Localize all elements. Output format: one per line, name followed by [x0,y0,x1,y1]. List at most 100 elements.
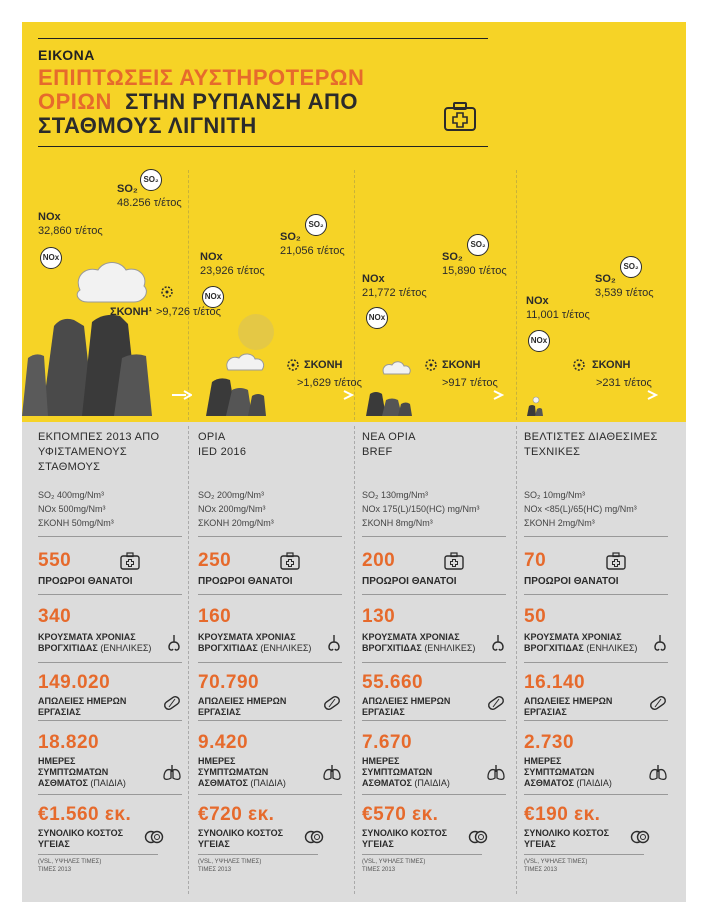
health-cost-value: €1.560 εκ. [38,804,132,825]
dust-label: ΣΚΟΝΗ [592,359,631,371]
column-divider [354,426,355,894]
column-divider [354,170,355,420]
dust-particles-icon [287,359,299,371]
medical-kit-icon [444,102,476,131]
power-plant-icon [22,262,152,416]
label-line: ΕΡΓΑΣΙΑΣ [38,707,81,717]
nox-molecule-icon: NOx [40,247,62,269]
label-qualifier: (ΠΑΙΔΙΑ) [414,778,450,788]
medical-kit-icon [606,552,626,575]
label-line: ΥΓΕΙΑΣ [198,839,230,849]
label-qualifier: (ΕΝΗΛΙΚΕΣ) [586,643,638,653]
premature-deaths-label: ΠΡΟΩΡΟΙ ΘΑΝΑΤΟΙ [38,576,133,587]
emission-limit: SO₂ 400mg/Nm³ [38,490,105,500]
bronchitis-cases-value: 340 [38,606,72,627]
label-line: ΑΠΩΛΕΙΕΣ ΗΜΕΡΩΝ [198,696,287,706]
workdays-lost-label: ΑΠΩΛΕΙΕΣ ΗΜΕΡΩΝ ΕΡΓΑΣΙΑΣ [524,696,612,718]
column-divider [188,170,189,420]
emission-limit: NOx 500mg/Nm³ [38,504,106,514]
section-rule [362,594,506,595]
dust-value: >231 τ/έτος [596,377,652,389]
label-line: ΣΥΜΠΤΩΜΑΤΩΝ [198,767,269,777]
asthma-days-value: 9.420 [198,732,249,753]
nox-label: NOx [362,273,385,285]
lungs-icon [486,764,506,787]
emission-limit: NOx 175(L)/150(HC) mg/Nm³ [362,504,480,514]
health-cost-value: €720 εκ. [198,804,275,825]
label-line: ΣΥΝΟΛΙΚΟ ΚΟΣΤΟΣ [524,828,609,838]
column-heading: ΝΕΑ ΟΡΙΑ BREF [362,430,416,460]
lungs-icon [322,764,342,787]
section-rule [38,854,158,855]
cost-footnote: (VSL, ΥΨΗΛΕΣ ΤΙΜΕΣ) ΤΙΜΕΣ 2013 [362,858,425,874]
so2-value: 3,539 τ/έτος [595,287,654,299]
label-line: ΒΡΟΓΧΙΤΙΔΑΣ [362,643,422,653]
label-qualifier: (ΠΑΙΔΙΑ) [250,778,286,788]
column-heading-line: IED 2016 [198,446,247,458]
emission-limit: NOx <85(L)/65(HC) mg/Nm³ [524,504,637,514]
premature-deaths-value: 200 [362,550,396,571]
label-line: ΣΥΝΟΛΙΚΟ ΚΟΣΤΟΣ [38,828,123,838]
label-line: ΕΡΓΑΣΙΑΣ [198,707,241,717]
label-line: ΗΜΕΡΕΣ [198,756,236,766]
health-cost-value: €190 εκ. [524,804,601,825]
section-rule [524,536,668,537]
emission-limit: NOx 200mg/Nm³ [198,504,266,514]
emission-limit: SO₂ 200mg/Nm³ [198,490,265,500]
bronchitis-cases-value: 50 [524,606,547,627]
bronchitis-cases-label: ΚΡΟΥΣΜΑΤΑ ΧΡΟΝΙΑΣ ΒΡΟΓΧΙΤΙΔΑΣ (ΕΝΗΛΙΚΕΣ) [38,632,151,654]
label-line: ΚΡΟΥΣΜΑΤΑ ΧΡΟΝΙΑΣ [38,632,136,642]
dust-particles-icon [425,359,437,371]
section-rule [198,720,342,721]
asthma-days-value: 2.730 [524,732,575,753]
pill-icon [648,694,668,717]
so2-emission: SO₂ 48.256 τ/έτος [117,182,182,210]
emission-limits: SO₂ 400mg/Nm³ NOx 500mg/Nm³ ΣΚΟΝΗ 50mg/Nm³ [38,488,114,530]
workdays-lost-value: 16.140 [524,672,586,693]
section-rule [524,794,668,795]
section-rule [524,720,668,721]
dust-value: >1,629 τ/έτος [297,377,362,389]
label-line: ΥΓΕΙΑΣ [524,839,556,849]
emission-limit: ΣΚΟΝΗ 20mg/Nm³ [198,518,274,528]
section-rule [524,594,668,595]
health-cost-value: €570 εκ. [362,804,439,825]
pill-icon [486,694,506,717]
section-rule [198,594,342,595]
label-line: ΥΓΕΙΑΣ [362,839,394,849]
label-line: ΣΥΝΟΛΙΚΟ ΚΟΣΤΟΣ [198,828,283,838]
coins-icon [144,828,164,851]
emission-limit: ΣΚΟΝΗ 50mg/Nm³ [38,518,114,528]
label-line: ΚΡΟΥΣΜΑΤΑ ΧΡΟΝΙΑΣ [198,632,296,642]
so2-molecule-icon: SO₂ [140,169,162,191]
nox-molecule-icon: NOx [528,330,550,352]
premature-deaths-value: 250 [198,550,232,571]
so2-molecule-icon: SO₂ [620,256,642,278]
column-divider [516,426,517,894]
bronchi-icon [166,634,182,657]
label-line: ΑΣΘΜΑΤΟΣ [38,778,88,788]
dust-particles-icon [161,286,173,298]
health-cost-label: ΣΥΝΟΛΙΚΟ ΚΟΣΤΟΣ ΥΓΕΙΑΣ [524,828,609,850]
label-line: ΚΡΟΥΣΜΑΤΑ ΧΡΟΝΙΑΣ [524,632,622,642]
bronchitis-cases-label: ΚΡΟΥΣΜΑΤΑ ΧΡΟΝΙΑΣ ΒΡΟΓΧΙΤΙΔΑΣ (ΕΝΗΛΙΚΕΣ) [524,632,637,654]
workdays-lost-label: ΑΠΩΛΕΙΕΣ ΗΜΕΡΩΝ ΕΡΓΑΣΙΑΣ [38,696,126,718]
section-rule [198,662,342,663]
nox-emission: NOx 21,772 τ/έτος [362,272,427,300]
label-line: ΚΡΟΥΣΜΑΤΑ ΧΡΟΝΙΑΣ [362,632,460,642]
asthma-days-label: ΗΜΕΡΕΣ ΣΥΜΠΤΩΜΑΤΩΝ ΑΣΘΜΑΤΟΣ (ΠΑΙΔΙΑ) [198,756,286,789]
power-plant-icon [366,361,412,416]
label-line: ΗΜΕΡΕΣ [38,756,76,766]
dust-particles-icon [573,359,585,371]
arrow-icon [172,390,192,400]
so2-label: SO₂ [595,273,616,285]
title-line-2-orange: ΟΡΙΩΝ [38,89,112,114]
label-line: ΣΥΝΟΛΙΚΟ ΚΟΣΤΟΣ [362,828,447,838]
emission-limit: SO₂ 10mg/Nm³ [524,490,586,500]
label-line: ΣΥΜΠΤΩΜΑΤΩΝ [362,767,433,777]
label-line: ΣΥΜΠΤΩΜΑΤΩΝ [524,767,595,777]
title-line-3: ΣΤΑΘΜΟΥΣ ΛΙΓΝΙΤΗ [38,113,257,138]
label-line: ΣΥΜΠΤΩΜΑΤΩΝ [38,767,109,777]
bronchitis-cases-value: 160 [198,606,232,627]
so2-label: SO₂ [442,251,463,263]
